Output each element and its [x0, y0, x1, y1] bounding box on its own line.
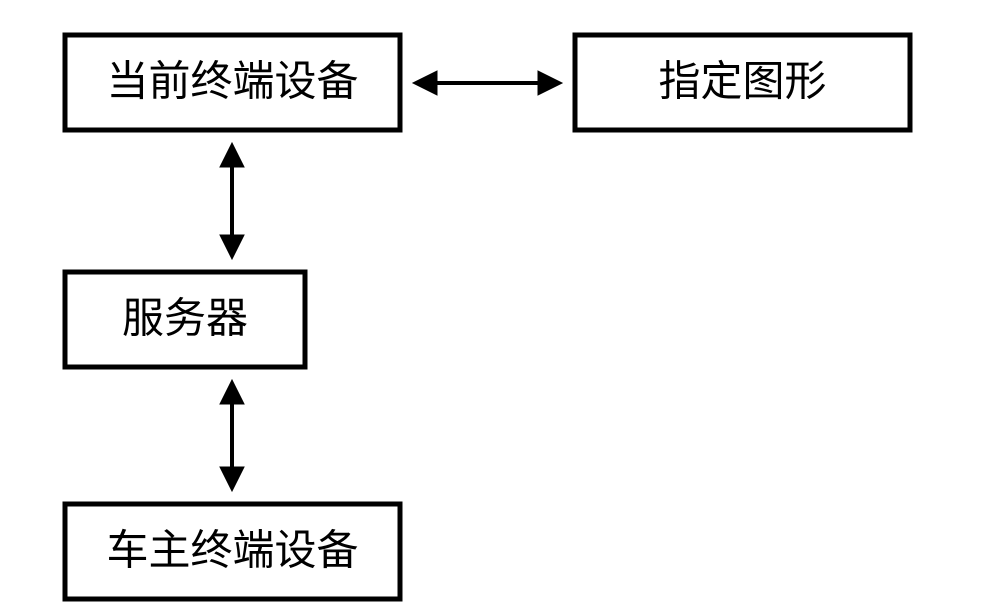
- node-server: 服务器: [65, 272, 305, 367]
- node-specified_graphic: 指定图形: [575, 35, 910, 130]
- node-label-current_terminal: 当前终端设备: [106, 60, 358, 106]
- node-label-specified_graphic: 指定图形: [658, 59, 826, 106]
- edge-current_terminal-server: [220, 143, 244, 259]
- node-label-server: 服务器: [122, 297, 248, 343]
- arrow-head-icon: [220, 467, 244, 491]
- edge-server-owner_terminal: [220, 380, 244, 491]
- arrow-head-icon: [220, 143, 244, 167]
- node-owner_terminal: 车主终端设备: [65, 504, 400, 599]
- arrow-head-icon: [220, 380, 244, 404]
- arrow-head-icon: [538, 71, 562, 95]
- node-current_terminal: 当前终端设备: [65, 35, 400, 130]
- arrow-head-icon: [220, 235, 244, 259]
- arrow-head-icon: [413, 71, 437, 95]
- edge-current_terminal-specified_graphic: [413, 71, 562, 95]
- node-label-owner_terminal: 车主终端设备: [106, 529, 358, 575]
